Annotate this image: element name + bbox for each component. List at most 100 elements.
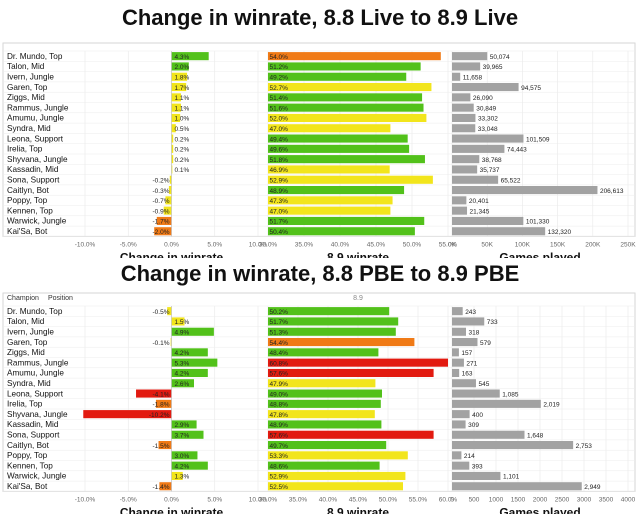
games-bar	[452, 93, 471, 102]
games-bar	[452, 441, 574, 450]
winrate-bar	[268, 358, 448, 367]
games-tick-label: 500	[469, 496, 480, 503]
change-bar	[171, 103, 182, 112]
champion-label: Sona, Support	[7, 176, 60, 185]
bottom-chart: Champion Position 8.9 Dr. Mundo, Top -0.5% 50…	[2, 292, 636, 514]
change-tick-label: -5.0%	[120, 241, 137, 248]
change-bar	[171, 124, 176, 133]
change-bar	[163, 206, 172, 215]
change-value-label: -1.8%	[153, 402, 170, 409]
change-value-label: -0.2%	[153, 178, 170, 185]
games-value-label: 393	[472, 463, 483, 470]
games-bar	[452, 307, 463, 316]
champion-label: Shyvana, Jungle	[7, 155, 68, 164]
games-axis-title: Games played	[499, 250, 580, 258]
change-bar	[158, 441, 172, 450]
winrate-value-label: 47.3%	[270, 198, 289, 205]
winrate-value-label: 52.0%	[270, 116, 289, 123]
games-value-label: 157	[461, 350, 472, 357]
champion-label: Caitlyn, Bot	[7, 441, 50, 450]
change-bar	[171, 155, 174, 164]
winrate-bar	[268, 307, 390, 316]
games-value-label: 271	[466, 360, 477, 367]
winrate-value-label: 51.7%	[270, 219, 289, 226]
winrate-value-label: 53.3%	[270, 453, 289, 460]
winrate-bar	[268, 471, 406, 480]
winrate-value-label: 60.8%	[270, 360, 289, 367]
champion-label: Syndra, Mid	[7, 379, 51, 388]
games-bar	[452, 216, 524, 225]
games-bar	[452, 144, 505, 153]
winrate-bar	[268, 430, 434, 439]
winrate-tick-label: 35.0%	[289, 496, 308, 503]
games-bar	[452, 175, 499, 184]
winrate-value-label: 52.9%	[270, 474, 289, 481]
champion-label: Syndra, Mid	[7, 124, 51, 133]
games-value-label: 30,849	[476, 105, 496, 112]
winrate-bar	[268, 368, 434, 377]
winrate-tick-label: 60.0%	[439, 496, 458, 503]
games-tick-label: 2000	[533, 496, 548, 503]
change-value-label: -0.9%	[153, 208, 170, 215]
winrate-value-label: 48.9%	[270, 422, 289, 429]
winrate-bar	[268, 327, 396, 336]
winrate-value-label: 46.9%	[270, 167, 289, 174]
change-bar	[169, 175, 172, 184]
games-bar	[452, 379, 476, 388]
winrate-bar	[268, 482, 403, 491]
games-tick-label: 1000	[489, 496, 504, 503]
winrate-bar	[268, 389, 382, 398]
change-bar	[170, 338, 172, 347]
winrate-value-label: 47.0%	[270, 126, 289, 133]
champion-label: Irelia, Top	[7, 145, 43, 154]
games-bar	[452, 134, 524, 143]
champion-header: Champion	[7, 295, 39, 302]
winrate-value-label: 48.6%	[270, 463, 289, 470]
winrate-bar	[268, 72, 407, 81]
winrate-bar	[268, 155, 425, 164]
champion-label: Warwick, Jungle	[7, 472, 67, 481]
champion-label: Kennen, Top	[7, 206, 53, 215]
games-value-label: 101,330	[526, 219, 550, 226]
winrate-tick-label: 55.0%	[409, 496, 428, 503]
change-bar	[171, 420, 197, 429]
change-value-label: -1.4%	[153, 484, 170, 491]
winrate-bar	[268, 134, 408, 143]
games-bar	[452, 399, 541, 408]
winrate-bar	[268, 317, 399, 326]
change-axis-title: Change in winrate	[120, 250, 224, 258]
change-bar	[171, 430, 204, 439]
games-value-label: 132,320	[548, 229, 572, 236]
change-value-label: -0.7%	[153, 198, 170, 205]
champion-label: Ivern, Jungle	[7, 73, 54, 82]
winrate-bar	[268, 399, 381, 408]
change-bar	[171, 451, 198, 460]
change-bar	[136, 389, 172, 398]
change-bar	[171, 471, 183, 480]
games-value-label: 33,048	[478, 126, 498, 133]
games-value-label: 545	[478, 381, 489, 388]
champion-label: Irelia, Top	[7, 400, 43, 409]
games-bar	[452, 206, 468, 215]
champion-label: Dr. Mundo, Top	[7, 307, 63, 316]
games-value-label: 206,613	[600, 188, 624, 195]
winrate-value-label: 49.0%	[270, 391, 289, 398]
change-value-label: 0.1%	[175, 167, 190, 174]
change-value-label: 2.6%	[175, 381, 190, 388]
winrate-value-label: 57.6%	[270, 433, 289, 440]
games-bar	[452, 113, 476, 122]
winrate-value-label: 47.0%	[270, 208, 289, 215]
change-bar	[171, 317, 185, 326]
winrate-value-label: 52.7%	[270, 85, 289, 92]
champion-label: Poppy, Top	[7, 196, 48, 205]
change-value-label: 4.9%	[175, 330, 190, 337]
games-value-label: 579	[480, 340, 491, 347]
change-value-label: 0.2%	[175, 136, 190, 143]
change-bar	[171, 165, 173, 174]
winrate-bar	[268, 196, 393, 205]
games-bar	[452, 103, 474, 112]
change-bar	[171, 379, 194, 388]
change-value-label: 4.2%	[175, 463, 190, 470]
winrate-value-label: 48.9%	[270, 188, 289, 195]
change-bar	[171, 358, 218, 367]
